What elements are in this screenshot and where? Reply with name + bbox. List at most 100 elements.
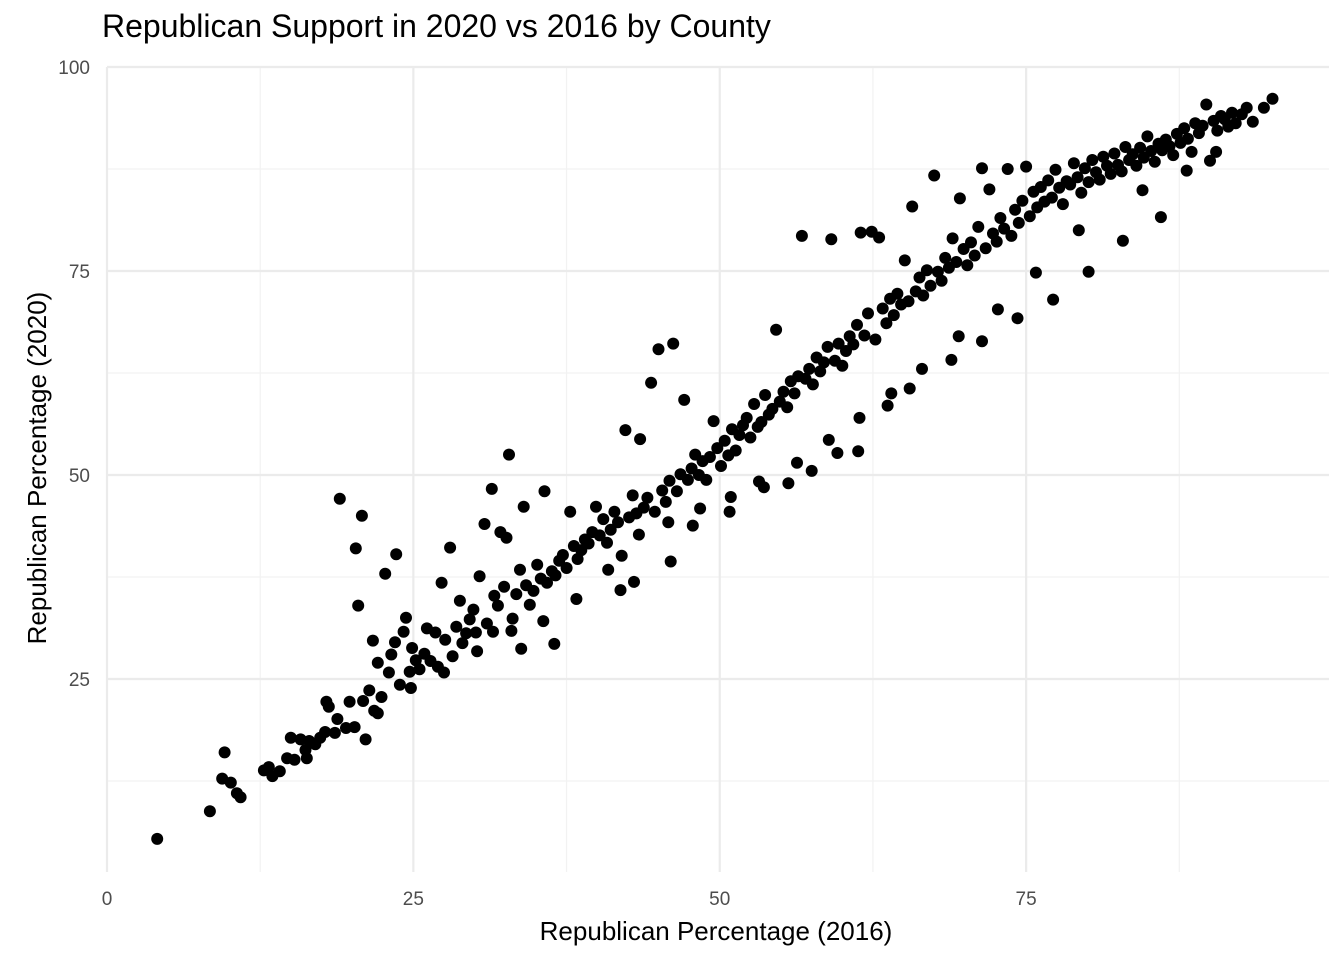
x-tick-label-1: 25 (403, 889, 424, 910)
data-point-205 (983, 183, 996, 196)
data-point-309 (853, 411, 866, 424)
data-point-37 (379, 567, 392, 580)
x-tick-label-3: 75 (1016, 889, 1037, 910)
data-point-23 (331, 713, 344, 725)
data-point-62 (463, 613, 476, 626)
data-point-276 (1257, 101, 1270, 114)
data-point-61 (460, 627, 473, 640)
data-point-36 (375, 691, 388, 703)
data-point-84 (538, 485, 551, 498)
data-point-22 (328, 726, 341, 739)
data-point-40 (389, 636, 401, 649)
data-point-199 (961, 259, 974, 272)
data-point-190 (928, 169, 941, 182)
data-point-319 (537, 615, 550, 628)
data-point-316 (632, 528, 645, 541)
data-point-19 (319, 726, 332, 738)
data-point-282 (628, 575, 640, 588)
data-point-74 (503, 448, 515, 461)
data-point-246 (1134, 141, 1147, 154)
data-point-188 (920, 264, 933, 277)
data-point-110 (634, 433, 647, 446)
data-point-33 (366, 634, 379, 647)
data-point-67 (480, 617, 493, 630)
data-point-285 (724, 491, 737, 503)
data-point-233 (1086, 154, 1099, 166)
data-point-43 (397, 625, 410, 638)
data-point-144 (759, 389, 772, 401)
y-axis-title: Republican Percentage (2020) (22, 292, 52, 645)
data-point-60 (456, 637, 469, 650)
data-point-42 (393, 678, 406, 691)
data-point-171 (858, 329, 871, 342)
data-point-143 (755, 416, 768, 428)
data-point-300 (1210, 145, 1223, 158)
data-point-287 (782, 477, 795, 490)
data-point-231 (1078, 162, 1091, 175)
data-point-73 (500, 531, 513, 544)
data-point-186 (913, 271, 926, 284)
data-point-119 (667, 337, 680, 350)
data-point-160 (817, 356, 830, 369)
data-point-221 (1042, 174, 1055, 187)
data-point-6 (234, 791, 247, 804)
data-point-102 (604, 523, 617, 536)
data-point-242 (1119, 141, 1132, 153)
data-point-230 (1075, 186, 1088, 199)
data-point-294 (976, 335, 988, 348)
data-point-99 (593, 529, 606, 542)
data-point-260 (1185, 145, 1198, 158)
data-point-207 (990, 235, 1003, 248)
data-point-278 (487, 625, 499, 638)
data-point-147 (770, 323, 783, 336)
y-tick-label-0: 25 (69, 670, 90, 691)
data-point-156 (803, 362, 816, 375)
data-point-216 (1023, 210, 1036, 223)
data-point-140 (744, 431, 757, 444)
data-point-3 (218, 746, 231, 759)
data-point-157 (806, 378, 819, 391)
data-point-202 (972, 220, 985, 233)
x-axis-ticks: 0 25 50 75 (102, 889, 1037, 910)
data-point-288 (805, 464, 818, 477)
data-point-322 (438, 666, 450, 679)
data-point-325 (340, 722, 352, 734)
data-point-57 (446, 650, 459, 663)
data-point-87 (549, 569, 562, 582)
data-point-292 (903, 382, 916, 395)
data-point-164 (832, 337, 845, 350)
data-point-298 (1116, 234, 1129, 247)
data-point-299 (1154, 211, 1167, 224)
data-point-241 (1115, 165, 1128, 178)
data-point-132 (715, 460, 727, 472)
data-point-305 (991, 303, 1004, 316)
data-point-112 (641, 491, 654, 504)
data-point-32 (363, 684, 376, 697)
data-point-78 (517, 500, 530, 513)
data-point-239 (1108, 147, 1121, 160)
data-point-29 (355, 509, 368, 522)
data-point-45 (403, 665, 416, 678)
data-point-209 (998, 222, 1011, 235)
data-point-255 (1167, 149, 1180, 162)
data-point-200 (965, 236, 977, 249)
data-point-162 (825, 233, 838, 246)
data-point-323 (404, 682, 417, 694)
data-point-310 (822, 433, 835, 446)
data-point-114 (648, 505, 661, 518)
data-point-128 (700, 473, 713, 486)
data-point-1 (203, 805, 216, 818)
data-point-80 (523, 598, 536, 611)
data-point-116 (656, 484, 669, 497)
data-point-130 (707, 415, 720, 428)
data-point-304 (1029, 266, 1042, 279)
x-axis-title: Republican Percentage (2016) (540, 916, 893, 946)
data-point-47 (409, 654, 422, 667)
data-point-272 (1229, 117, 1242, 130)
data-point-306 (952, 330, 965, 343)
data-point-195 (946, 232, 959, 245)
data-point-106 (619, 424, 632, 437)
data-point-249 (1145, 145, 1158, 157)
x-tick-label-2: 50 (709, 889, 730, 910)
data-point-165 (836, 359, 849, 372)
